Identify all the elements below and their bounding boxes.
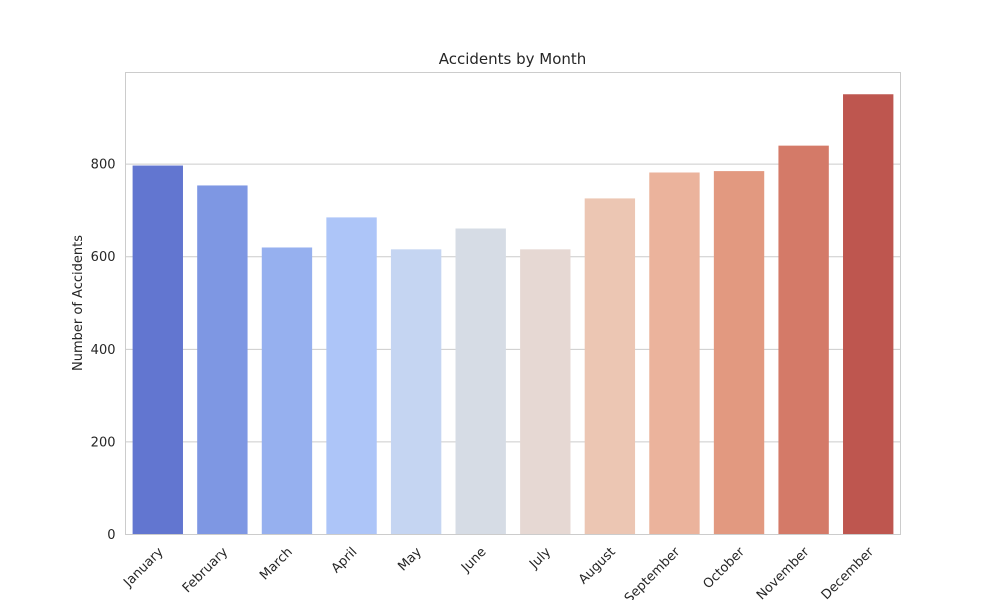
- y-tick-label: 800: [91, 158, 116, 173]
- x-tick-label: June: [458, 545, 489, 576]
- bar-june: [455, 228, 506, 535]
- bar-february: [197, 185, 248, 535]
- bar-august: [584, 198, 636, 535]
- x-tick-label: December: [819, 544, 878, 600]
- plot-area-frame: [125, 72, 901, 535]
- y-tick-label: 0: [107, 528, 115, 543]
- bar-november: [778, 145, 829, 535]
- x-tick-label: February: [180, 545, 232, 597]
- x-tick-label: November: [754, 544, 813, 600]
- bar-may: [390, 249, 442, 535]
- x-tick-label: January: [120, 545, 166, 591]
- x-tick-label: April: [329, 545, 361, 577]
- bar-september: [649, 172, 700, 535]
- x-axis-ticks: January February March April May June July Augu…: [120, 544, 878, 604]
- y-axis-label: Number of Accidents: [71, 235, 86, 371]
- x-tick-label: March: [257, 545, 296, 584]
- y-tick-label: 400: [91, 343, 116, 358]
- chart-title: Accidents by Month: [439, 50, 587, 68]
- x-tick-label: September: [622, 544, 684, 600]
- y-tick-label: 600: [91, 250, 116, 265]
- bar-october: [713, 171, 765, 535]
- bar-july: [520, 249, 571, 535]
- bar-march: [261, 247, 313, 535]
- y-axis-ticks: 0 200 400 600 800: [91, 158, 116, 543]
- x-tick-label: July: [526, 545, 554, 573]
- bar-january: [132, 165, 183, 535]
- bar-december: [843, 94, 894, 535]
- bar-april: [326, 217, 377, 535]
- x-tick-label: October: [700, 544, 748, 592]
- x-tick-label: May: [395, 545, 425, 575]
- x-tick-label: August: [576, 545, 619, 588]
- y-tick-label: 200: [91, 435, 116, 450]
- bars: [132, 94, 894, 535]
- gridlines: [125, 163, 901, 443]
